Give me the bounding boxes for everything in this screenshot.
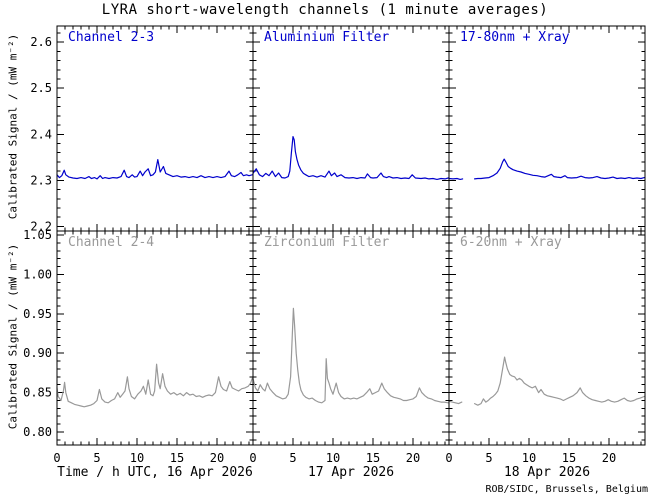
x-axis-label-16-apr: Time / h UTC, 16 Apr 2026 [57,465,253,480]
x-tick-label: 15 [170,451,184,465]
x-tick-label: 20 [602,451,616,465]
x-tick-label: 10 [130,451,144,465]
x-tick-label: 10 [522,451,536,465]
x-tick-label: 0 [53,451,60,465]
panel-frame [252,230,450,446]
y-tick-label: 1.05 [23,228,52,242]
panel-label-aluminium-filter: Aluminium Filter [264,30,390,45]
data-series-channel-2-4-panel-0 [56,363,253,408]
panel-label-channel-2-3: Channel 2-3 [68,30,155,45]
panel-frame [448,230,646,446]
panel-frame [56,25,254,232]
x-tick-label: 15 [366,451,380,465]
x-tick-label: 20 [210,451,224,465]
data-series-channel-2-3-panel-0 [56,159,253,180]
panel-label-6-20nm-xray: 6-20nm + Xray [460,235,562,250]
x-tick-label: 5 [289,451,296,465]
y-tick-label: 1.00 [23,267,52,281]
x-tick-label: 5 [93,451,100,465]
panel-frame [56,230,254,446]
y-tick-label: 2.3 [30,173,52,187]
data-series-channel-2-4-panel-1 [252,307,449,404]
credit-text: ROB/SIDC, Brussels, Belgium [485,484,648,495]
y-tick-label: 2.2 [30,219,52,233]
y-tick-label: 0.90 [23,346,52,360]
panel-label-channel-2-4: Channel 2-4 [68,235,155,250]
y-tick-label: 0.85 [23,386,52,400]
panel-label-zirconium-filter: Zirconium Filter [264,235,390,250]
data-series-channel-2-3-panel-1 [252,136,449,180]
y-tick-label: 2.4 [30,127,52,141]
y-tick-label: 0.95 [23,307,52,321]
y-tick-label: 2.6 [30,35,52,49]
y-axis-label-bottom: Calibrated Signal / (mW m⁻²) [6,243,20,430]
chart-title: LYRA short-wavelength channels (1 minute… [101,2,549,18]
y-tick-label: 0.80 [23,425,52,439]
panel-frame [252,25,450,232]
x-tick-label: 15 [562,451,576,465]
panel-frame [448,25,646,232]
x-tick-label: 5 [485,451,492,465]
data-series-channel-2-3-panel-2 [448,158,645,180]
data-series-channel-2-4-panel-2 [448,356,645,406]
x-tick-label: 0 [445,451,452,465]
y-axis-label-top: Calibrated Signal / (mW m⁻²) [6,33,20,220]
x-tick-label: 10 [326,451,340,465]
x-axis-label-18-apr: 18 Apr 2026 [503,465,591,480]
panel-label-17-80nm-xray: 17-80nm + Xray [460,30,570,45]
x-tick-label: 0 [249,451,256,465]
x-axis-label-17-apr: 17 Apr 2026 [307,465,395,480]
x-tick-label: 20 [406,451,420,465]
y-tick-label: 2.5 [30,81,52,95]
